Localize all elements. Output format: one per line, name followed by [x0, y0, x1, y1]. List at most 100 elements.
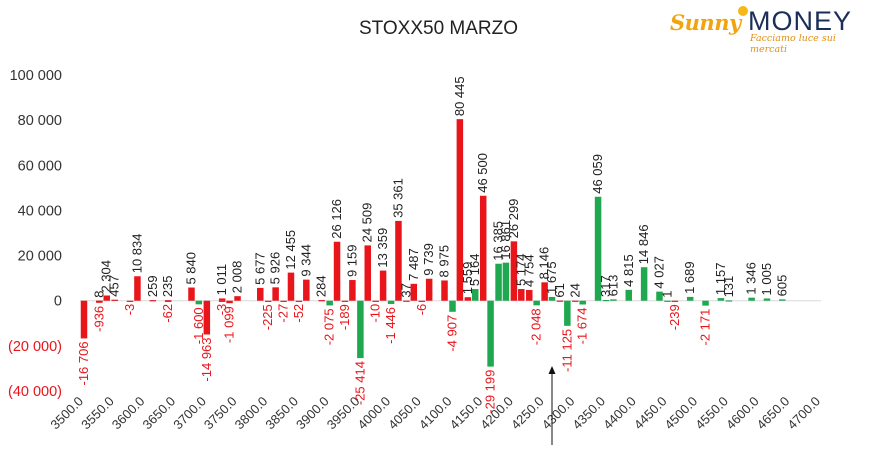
bar — [410, 283, 418, 301]
x-tick-label: 3650.0 — [140, 394, 179, 433]
bar — [748, 297, 755, 301]
y-tick-label: 60 000 — [18, 158, 62, 174]
bar — [387, 300, 395, 304]
x-tick-label: 3700.0 — [170, 394, 209, 433]
bar-data-label: 605 — [774, 275, 789, 297]
bar-data-label: 16 385 — [491, 221, 506, 261]
x-tick-label: 4050.0 — [385, 394, 424, 433]
x-tick-label: 3800.0 — [232, 394, 271, 433]
bar — [464, 297, 472, 301]
y-tick-label: 40 000 — [18, 203, 62, 219]
bar — [487, 300, 494, 367]
x-tick-label: 4600.0 — [723, 394, 762, 433]
bar-data-label: 1 005 — [759, 263, 774, 296]
bar-data-label: 9 739 — [421, 243, 436, 276]
bar — [541, 282, 548, 301]
bar-data-label: 46 059 — [590, 154, 605, 194]
bar-data-label: -2 075 — [322, 308, 337, 345]
bar — [379, 270, 387, 301]
y-tick-label: 20 000 — [18, 249, 62, 265]
sun-icon — [738, 6, 748, 16]
bar — [126, 300, 134, 302]
bar — [349, 280, 356, 301]
x-tick-label: 3600.0 — [109, 394, 148, 433]
bar-data-label: 35 361 — [390, 178, 405, 218]
bar — [564, 300, 571, 326]
bar — [188, 287, 195, 301]
bar-data-label: -2 171 — [698, 309, 713, 346]
bar — [395, 220, 402, 301]
bar-data-label: 1 559 — [460, 262, 475, 295]
bar-data-label: 24 509 — [360, 203, 375, 243]
bar-data-label: -62 — [160, 304, 175, 323]
bar — [779, 299, 786, 301]
bar-data-label: 26 126 — [329, 199, 344, 239]
bar-data-label: 5 164 — [467, 254, 482, 287]
y-tick-label: (20 000) — [8, 339, 62, 355]
bar — [303, 279, 310, 301]
bar-data-label: 5 174 — [513, 253, 528, 286]
bar-data-label: 9 159 — [344, 244, 359, 277]
x-tick-label: 4350.0 — [569, 394, 608, 433]
bar — [717, 298, 725, 301]
bar — [341, 300, 349, 302]
chart-title: STOXX50 MARZO — [358, 18, 519, 39]
bar — [403, 300, 410, 302]
bar-data-label: 457 — [107, 275, 122, 297]
bar-data-label: 4 754 — [521, 254, 536, 287]
bar-data-label: 10 834 — [129, 233, 144, 273]
bar — [441, 280, 448, 301]
bar — [287, 272, 295, 301]
bar-data-label: 5 677 — [252, 252, 267, 285]
bar — [280, 300, 287, 302]
bar — [456, 119, 464, 301]
bar — [265, 300, 272, 302]
bar — [510, 241, 518, 301]
bar — [602, 299, 610, 302]
bar-data-label: 1 — [659, 290, 674, 297]
bar-data-label: 16 861 — [498, 220, 513, 260]
bar-data-label: 2 008 — [230, 261, 245, 294]
bar — [226, 300, 233, 304]
bar-data-label: -3 — [122, 304, 137, 316]
x-tick-label: 4100.0 — [416, 394, 455, 433]
bar-data-label: -11 125 — [559, 329, 574, 372]
bar-data-label: 46 500 — [475, 153, 490, 193]
y-tick-label: 80 000 — [18, 113, 62, 129]
bar-data-label: -2 048 — [529, 308, 544, 345]
bar — [80, 300, 88, 339]
bar — [134, 276, 141, 301]
bar — [548, 296, 556, 301]
bar-data-label: -16 706 — [76, 341, 91, 385]
y-tick-label: 0 — [54, 294, 62, 310]
bar — [556, 300, 564, 302]
bar — [664, 300, 671, 302]
x-tick-label: 4400.0 — [600, 394, 639, 433]
x-tick-label: 4450.0 — [631, 394, 670, 433]
bar — [333, 241, 341, 301]
bar-data-label: 14 846 — [636, 224, 651, 264]
bar — [364, 245, 371, 301]
bar — [164, 300, 172, 302]
bar-data-label: 4 815 — [621, 254, 636, 287]
bar — [686, 296, 694, 301]
bar — [326, 300, 333, 306]
bar-data-label: -1 674 — [575, 307, 590, 344]
bar — [518, 289, 525, 301]
bar-data-label: 8 146 — [537, 247, 552, 280]
logo-money-text: MONEY — [748, 6, 853, 36]
bar-data-label: -6 — [414, 304, 429, 316]
bar — [640, 267, 648, 301]
bar — [418, 300, 426, 302]
bar — [594, 196, 602, 301]
bar-data-label: 13 359 — [375, 228, 390, 268]
bar-data-label: 7 487 — [406, 248, 421, 281]
bar — [763, 298, 771, 301]
x-tick-label: 4250.0 — [508, 394, 547, 433]
bar-data-label: 259 — [145, 275, 160, 297]
bar — [372, 300, 379, 302]
bar — [195, 300, 203, 305]
bar — [234, 296, 241, 301]
x-tick-label: 3900.0 — [293, 394, 332, 433]
